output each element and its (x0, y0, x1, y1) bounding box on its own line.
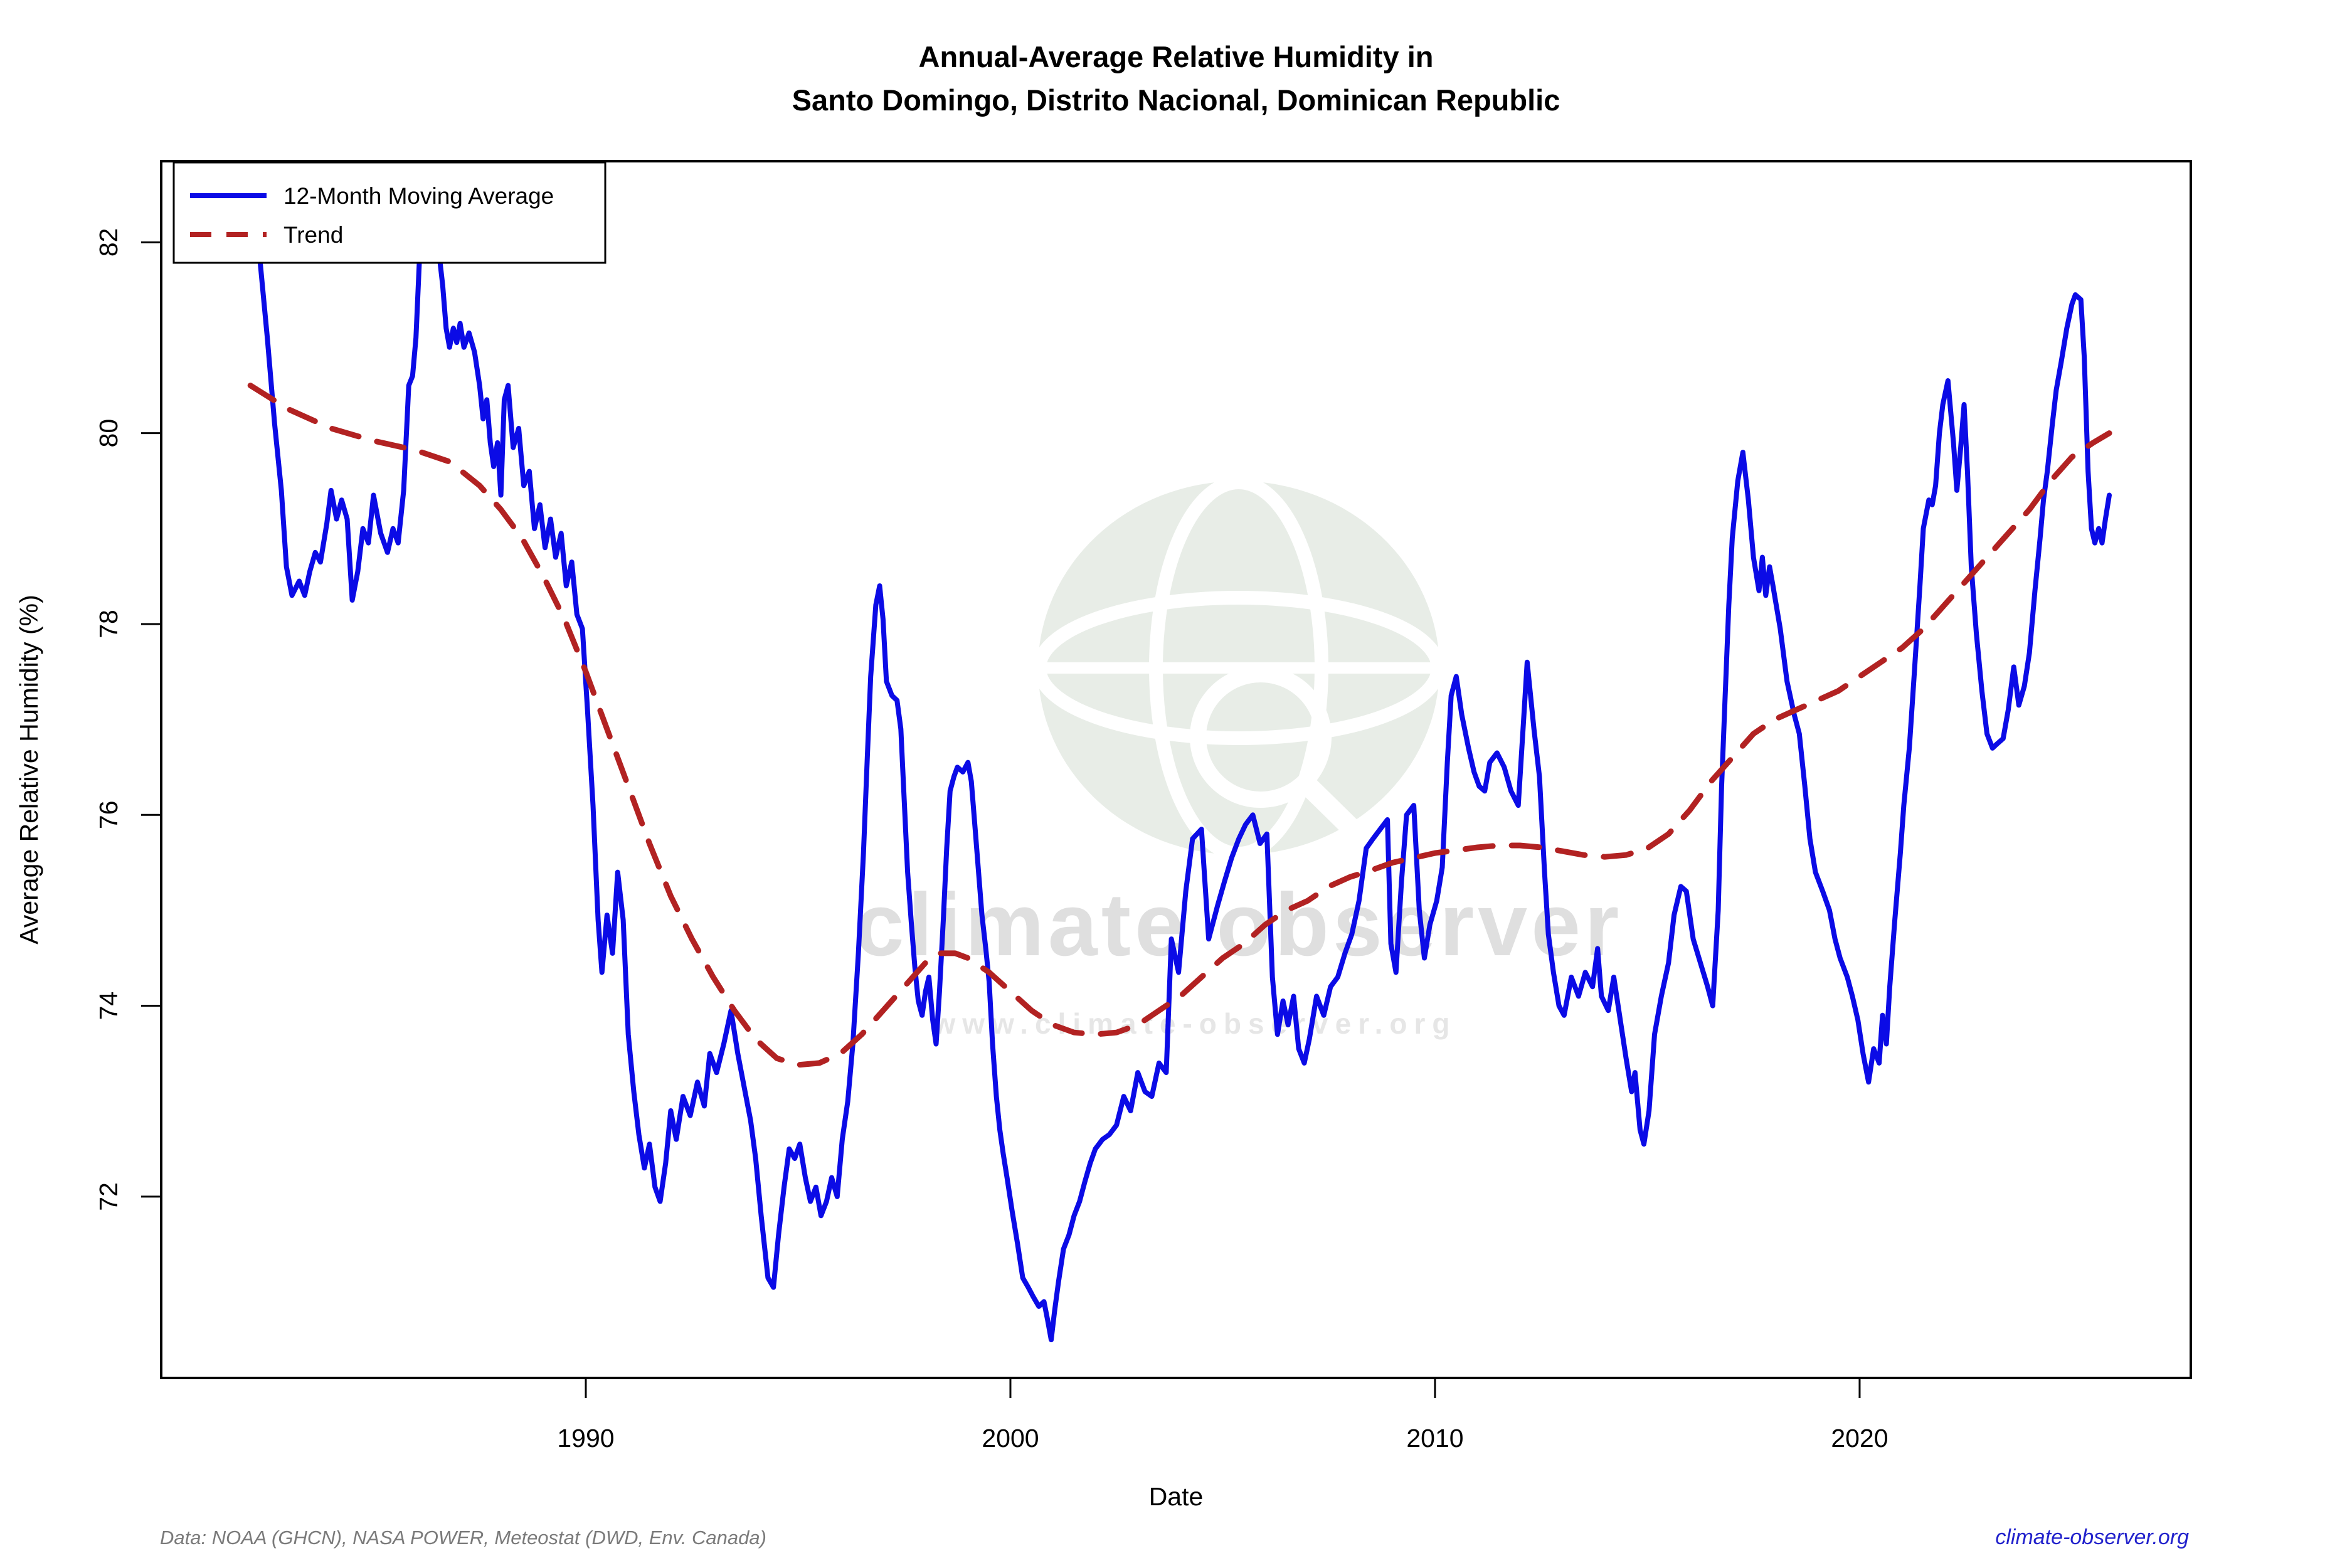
y-tick-label: 76 (94, 800, 123, 829)
x-tick-label: 2000 (982, 1424, 1039, 1453)
y-tick-label: 74 (94, 992, 123, 1020)
legend: 12-Month Moving Average Trend (172, 161, 607, 264)
x-tick-label: 2020 (1831, 1424, 1888, 1453)
y-axis-title: Average Relative Humidity (%) (14, 595, 43, 945)
y-tick-label: 78 (94, 610, 123, 638)
x-axis-title: Date (1149, 1482, 1204, 1511)
data-source-note: Data: NOAA (GHCN), NASA POWER, Meteostat… (160, 1527, 766, 1549)
legend-label-moving-average: 12-Month Moving Average (283, 183, 554, 209)
globe-equator-line (1032, 591, 1445, 745)
site-link[interactable]: climate-observer.org (1995, 1525, 2189, 1549)
globe-logo-icon (1032, 475, 1445, 863)
x-tick-label: 1990 (557, 1424, 614, 1453)
x-tick-label: 2010 (1406, 1424, 1463, 1453)
trend-line (247, 383, 2112, 1068)
y-tick-label: 82 (94, 228, 123, 257)
plot-border (160, 160, 2192, 1379)
legend-box (172, 161, 607, 264)
magnifier-handle (1298, 775, 1387, 863)
axes-ticks: 1990 2000 2010 2020 72 74 76 78 80 82 (94, 228, 1888, 1453)
moving-average-line (246, 201, 2112, 1343)
watermark: climate observer www.climate-observer.or… (855, 475, 1623, 1040)
data-series (246, 201, 2112, 1343)
legend-label-trend: Trend (283, 222, 343, 248)
watermark-text: climate observer (855, 875, 1623, 975)
chart-title-line1: Annual-Average Relative Humidity in (919, 40, 1434, 73)
y-tick-label: 72 (94, 1182, 123, 1211)
magnifier-icon (1190, 666, 1332, 808)
watermark-url-text: www.climate-observer.org (933, 1007, 1457, 1040)
y-tick-label: 80 (94, 419, 123, 448)
chart-title-line2: Santo Domingo, Distrito Nacional, Domini… (792, 83, 1560, 117)
